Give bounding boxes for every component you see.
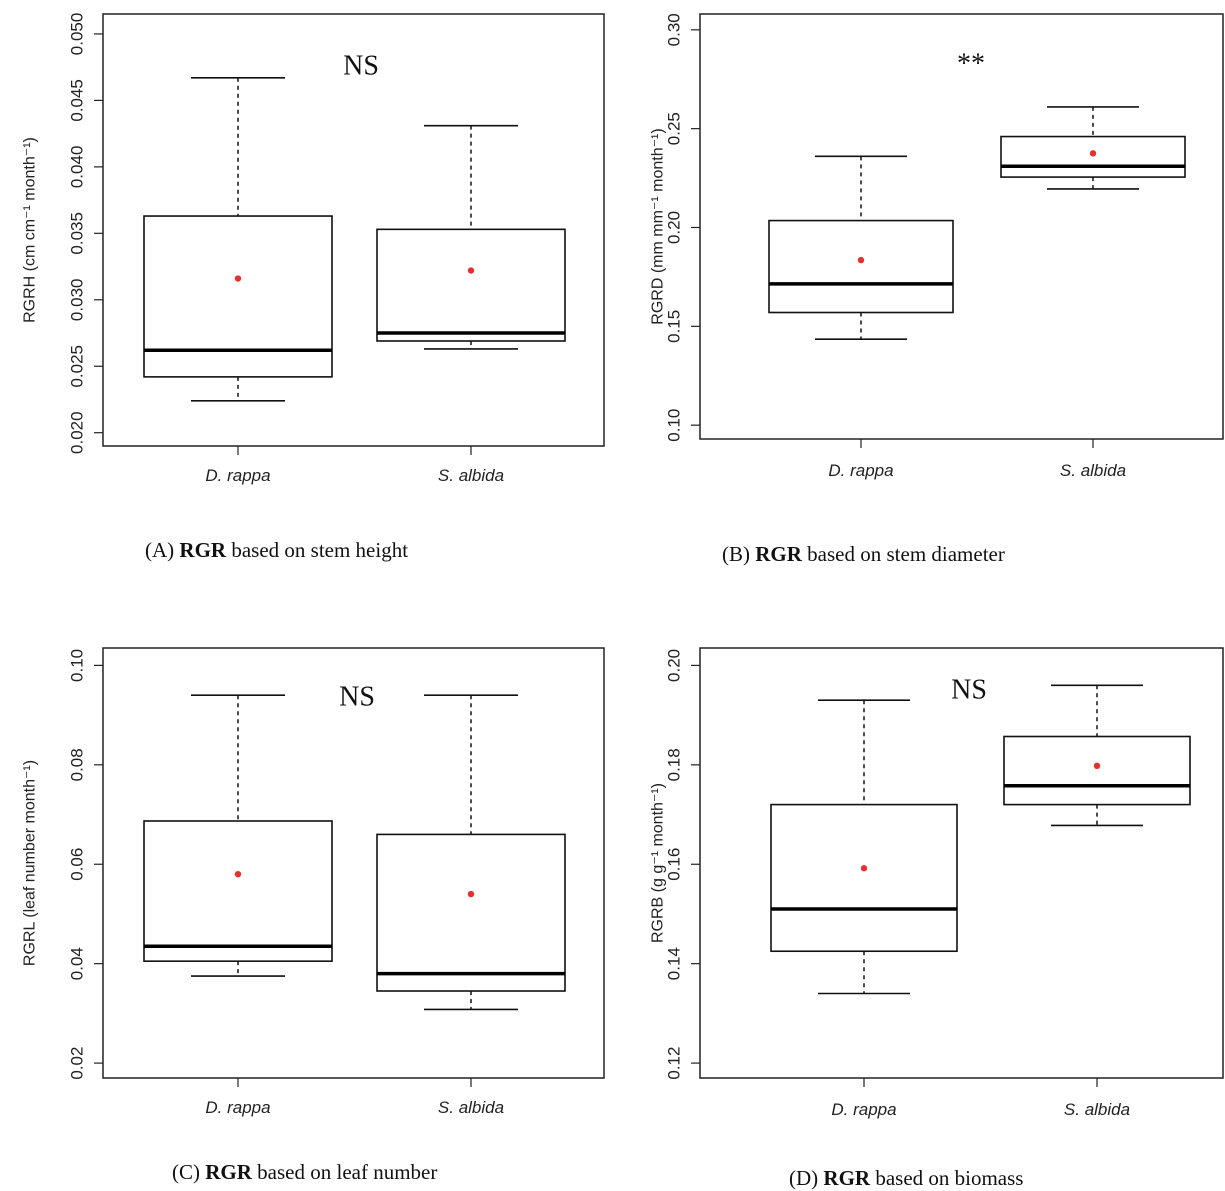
panel-b-caption: (B) RGR based on stem diameter [722, 542, 1005, 566]
panel-c-category-label: D. rappa [205, 1098, 270, 1117]
panel-d-caption: (D) RGR based on biomass [789, 1166, 1023, 1190]
panel-a-y-tick-label: 0.045 [68, 79, 87, 122]
panel-b-plot-frame [699, 13, 1224, 440]
panel-d-category-label: D. rappa [831, 1100, 896, 1119]
panels-container: 0.020 0.025 0.030 0.035 0.040 0.045 0.050 RGRH … [22, 13, 1224, 1190]
panel-c-y-axis-title: RGRL (leaf number month⁻¹) [22, 760, 39, 966]
panel-b-significance-label: ** [957, 49, 985, 80]
panel-c-y-tick-label: 0.08 [68, 748, 87, 781]
panel-c-box-s-albida [376, 694, 566, 1011]
panel-a-box-d-rappa [143, 77, 333, 402]
iqr-box [143, 820, 333, 962]
panel-c-significance-label: NS [339, 682, 375, 713]
iqr-box [1003, 735, 1191, 806]
panel-a-category-label: S. albida [438, 466, 504, 485]
panel-d-y-tick-label: 0.12 [665, 1047, 684, 1080]
panel-d-y-axis-title: RGRB (g g⁻¹ month⁻¹) [650, 783, 667, 943]
mean-point [234, 870, 242, 878]
panel-a-significance-label: NS [343, 51, 379, 82]
caption-prefix: (C) [172, 1160, 205, 1184]
panel-b-y-tick-label: 0.15 [665, 310, 684, 343]
panel-d-box-d-rappa [770, 699, 958, 995]
panel-d-significance-label: NS [951, 675, 987, 706]
mean-point [467, 267, 475, 274]
panel-d-category-label: S. albida [1064, 1100, 1130, 1119]
panel-b-y-tick-label: 0.10 [665, 409, 684, 442]
mean-point [1089, 150, 1097, 157]
panel-a-category-label: D. rappa [205, 466, 270, 485]
panel-a-y-tick-label: 0.050 [68, 13, 87, 56]
mean-point [860, 865, 868, 872]
panel-d-box-s-albida [1003, 684, 1191, 827]
mean-point [1093, 762, 1101, 770]
panel-b-category-label: S. albida [1060, 461, 1126, 480]
iqr-box [768, 219, 954, 314]
panel-c-category-label: S. albida [438, 1098, 504, 1117]
panel-b-box-d-rappa [768, 155, 954, 340]
iqr-box [376, 228, 566, 342]
panel-a-y-tick-label: 0.040 [68, 146, 87, 189]
mean-point [234, 275, 242, 282]
panel-b-box-s-albida [1000, 106, 1186, 190]
panel-c-plot-frame [102, 647, 605, 1079]
caption-bold: RGR [823, 1166, 871, 1190]
panel-c-y-tick-label: 0.06 [68, 848, 87, 881]
panel-a-y-tick-label: 0.035 [68, 212, 87, 255]
panel-c: 0.02 0.04 0.06 0.08 0.10 RGRL (leaf number mo… [22, 647, 605, 1184]
iqr-box [770, 803, 958, 953]
mean-point [467, 890, 475, 898]
caption-bold: RGR [179, 538, 227, 562]
panel-b-y-tick-label: 0.20 [665, 211, 684, 244]
panel-a-box-s-albida [376, 124, 566, 350]
panel-c-y-tick-label: 0.04 [68, 947, 87, 980]
panel-b: 0.10 0.15 0.20 0.25 0.30 RGRD (mm mm⁻¹ month⁻… [650, 13, 1224, 566]
panel-c-caption: (C) RGR based on leaf number [172, 1160, 437, 1184]
caption-prefix: (B) [722, 542, 755, 566]
panel-d-y-tick-label: 0.18 [665, 748, 684, 781]
iqr-box [376, 833, 566, 992]
iqr-box [1000, 135, 1186, 178]
caption-rest: based on biomass [870, 1166, 1023, 1190]
caption-bold: RGR [755, 542, 803, 566]
panel-d-y-tick-label: 0.20 [665, 649, 684, 682]
panel-c-y-tick-label: 0.02 [68, 1047, 87, 1080]
panel-a-plot-frame [102, 13, 605, 447]
caption-rest: based on stem height [226, 538, 408, 562]
caption-prefix: (A) [145, 538, 179, 562]
panel-a-y-tick-label: 0.025 [68, 345, 87, 388]
caption-rest: based on stem diameter [802, 542, 1005, 566]
iqr-box [143, 215, 333, 378]
panel-c-y-tick-label: 0.10 [68, 649, 87, 682]
panel-b-category-label: D. rappa [828, 461, 893, 480]
panel-a: 0.020 0.025 0.030 0.035 0.040 0.045 0.050 RGRH … [22, 13, 605, 562]
panel-d: 0.12 0.14 0.16 0.18 0.20 RGRB (g g⁻¹ month⁻¹)… [650, 647, 1224, 1190]
panel-a-caption: (A) RGR based on stem height [145, 538, 408, 562]
caption-bold: RGR [205, 1160, 253, 1184]
panel-d-y-tick-label: 0.14 [665, 947, 684, 980]
panel-d-y-tick-label: 0.16 [665, 848, 684, 881]
panel-a-y-axis-title: RGRH (cm cm⁻¹ month⁻¹) [22, 137, 39, 323]
caption-prefix: (D) [789, 1166, 823, 1190]
mean-point [857, 256, 865, 264]
panel-b-y-tick-label: 0.25 [665, 112, 684, 145]
panel-c-box-d-rappa [143, 694, 333, 977]
panel-a-y-tick-label: 0.020 [68, 411, 87, 454]
panel-a-y-tick-label: 0.030 [68, 279, 87, 322]
panel-b-y-tick-label: 0.30 [665, 13, 684, 46]
panel-b-y-axis-title: RGRD (mm mm⁻¹ month⁻¹) [650, 128, 667, 324]
caption-rest: based on leaf number [252, 1160, 437, 1184]
panel-d-plot-frame [699, 647, 1224, 1079]
